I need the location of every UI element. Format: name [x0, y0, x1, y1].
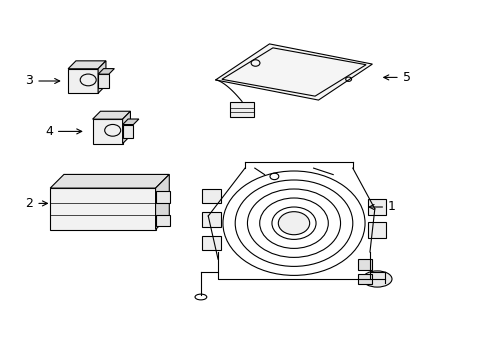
- Polygon shape: [156, 192, 171, 203]
- Polygon shape: [98, 69, 114, 74]
- Polygon shape: [93, 119, 122, 144]
- Text: 2: 2: [25, 197, 48, 210]
- Polygon shape: [156, 175, 170, 230]
- Polygon shape: [368, 199, 386, 215]
- Polygon shape: [68, 61, 106, 69]
- Polygon shape: [202, 236, 220, 250]
- Polygon shape: [358, 259, 372, 270]
- Polygon shape: [202, 212, 220, 227]
- Polygon shape: [122, 125, 133, 138]
- Polygon shape: [50, 188, 156, 230]
- Polygon shape: [368, 222, 386, 238]
- Polygon shape: [230, 102, 254, 117]
- Polygon shape: [98, 61, 106, 93]
- Text: 3: 3: [25, 75, 60, 87]
- Text: 5: 5: [384, 71, 411, 84]
- Polygon shape: [93, 111, 130, 119]
- Polygon shape: [68, 69, 98, 93]
- Ellipse shape: [363, 271, 392, 287]
- Polygon shape: [156, 215, 171, 226]
- Polygon shape: [358, 274, 372, 284]
- Polygon shape: [98, 74, 109, 88]
- Polygon shape: [216, 44, 372, 100]
- Text: 4: 4: [45, 125, 82, 138]
- Polygon shape: [202, 189, 220, 203]
- Circle shape: [278, 212, 310, 235]
- Text: 1: 1: [369, 201, 396, 213]
- Polygon shape: [122, 119, 139, 125]
- Polygon shape: [122, 111, 130, 144]
- Polygon shape: [50, 175, 170, 188]
